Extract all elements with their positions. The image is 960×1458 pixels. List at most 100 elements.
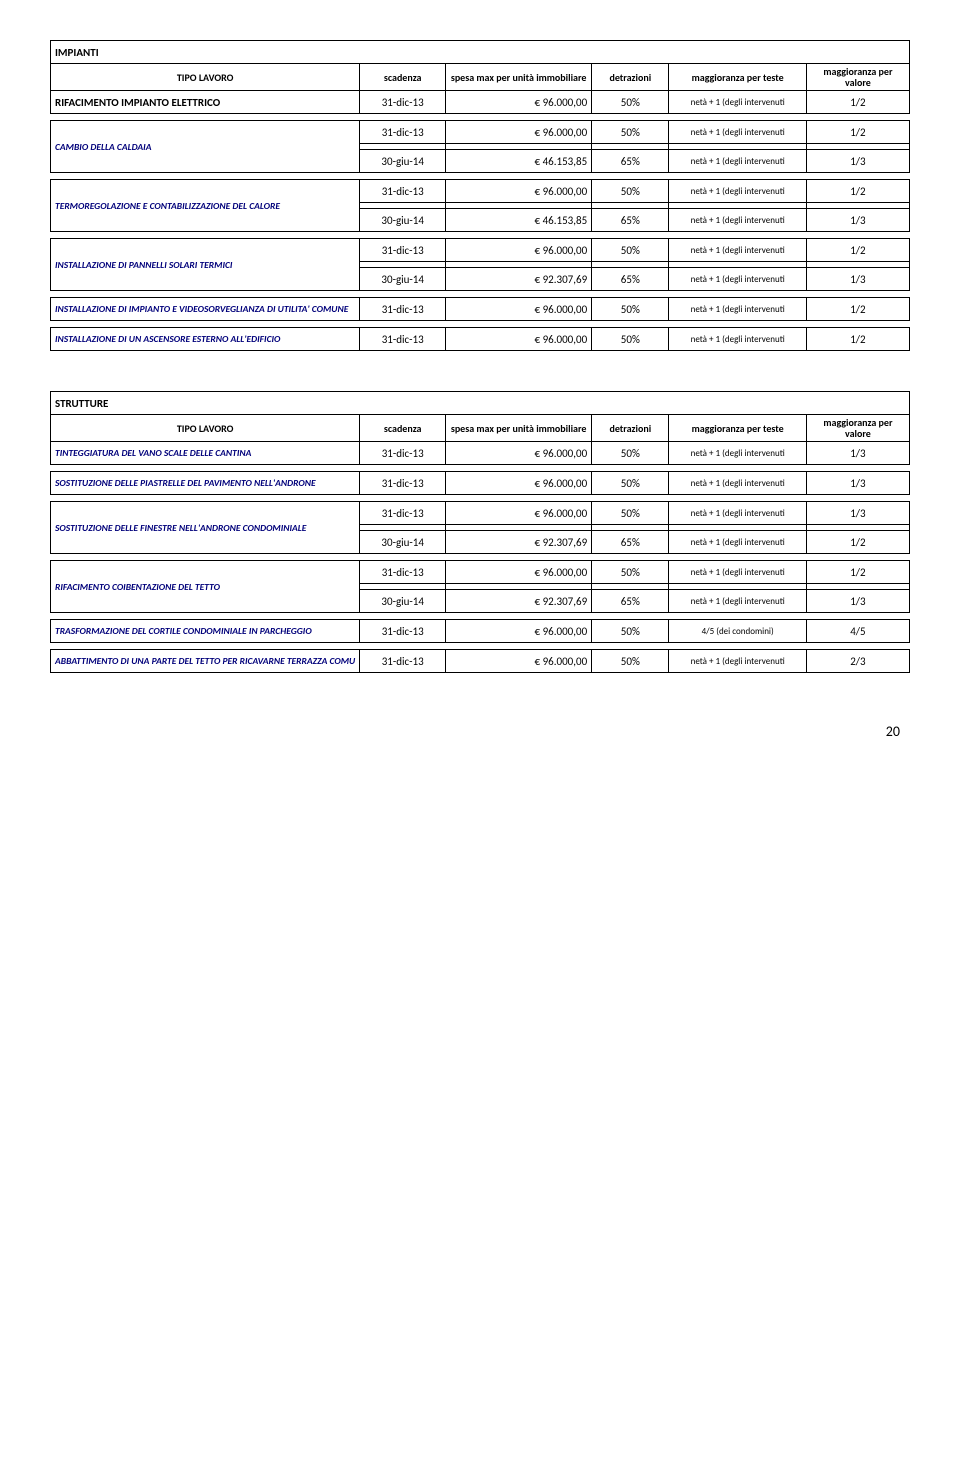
cell-teste: netà + 1 (degli intervenuti: [669, 502, 806, 525]
hdr-detrazioni: detrazioni: [592, 415, 669, 442]
cell-teste: netà + 1 (degli intervenuti: [669, 442, 806, 465]
cell-scadenza: 31-dic-13: [360, 239, 446, 262]
cell-scadenza: 31-dic-13: [360, 620, 446, 643]
cell-teste: netà + 1 (degli intervenuti: [669, 590, 806, 613]
cell-detrazioni: 50%: [592, 620, 669, 643]
cell-spesa: € 46.153,85: [446, 209, 592, 232]
hdr-spesa: spesa max per unità immobiliare: [446, 415, 592, 442]
cell-spesa: € 96.000,00: [446, 620, 592, 643]
cell-detrazioni: 65%: [592, 590, 669, 613]
cell-scadenza: 31-dic-13: [360, 502, 446, 525]
cell-scadenza: 31-dic-13: [360, 91, 446, 114]
cell-valore: 4/5: [806, 620, 909, 643]
cell-spesa: € 96.000,00: [446, 298, 592, 321]
cell-detrazioni: 50%: [592, 239, 669, 262]
hdr-tipo-lavoro: TIPO LAVORO: [51, 415, 360, 442]
cell-teste: netà + 1 (degli intervenuti: [669, 180, 806, 203]
cell-spesa: € 96.000,00: [446, 502, 592, 525]
work-label: INSTALLAZIONE DI IMPIANTO E VIDEOSORVEGL…: [51, 298, 360, 321]
work-label: TINTEGGIATURA DEL VANO SCALE DELLE CANTI…: [51, 442, 360, 465]
work-label: CAMBIO DELLA CALDAIA: [51, 121, 360, 173]
cell-scadenza: 30-giu-14: [360, 590, 446, 613]
cell-teste: netà + 1 (degli intervenuti: [669, 561, 806, 584]
hdr-magg-teste: maggioranza per teste: [669, 415, 806, 442]
cell-valore: 1/3: [806, 442, 909, 465]
cell-teste: 4/5 (dei condomini): [669, 620, 806, 643]
cell-teste: netà + 1 (degli intervenuti: [669, 268, 806, 291]
cell-valore: 1/2: [806, 121, 909, 144]
cell-scadenza: 31-dic-13: [360, 650, 446, 673]
work-label: RIFACIMENTO COIBENTAZIONE DEL TETTO: [51, 561, 360, 613]
cell-valore: 1/3: [806, 209, 909, 232]
cell-spesa: € 96.000,00: [446, 650, 592, 673]
cell-detrazioni: 50%: [592, 502, 669, 525]
hdr-scadenza: scadenza: [360, 64, 446, 91]
hdr-detrazioni: detrazioni: [592, 64, 669, 91]
cell-valore: 1/2: [806, 561, 909, 584]
cell-spesa: € 46.153,85: [446, 150, 592, 173]
cell-valore: 1/3: [806, 150, 909, 173]
impianti-section: IMPIANTITIPO LAVOROscadenzaspesa max per…: [50, 40, 910, 351]
cell-detrazioni: 65%: [592, 268, 669, 291]
cell-spesa: € 96.000,00: [446, 180, 592, 203]
cell-valore: 1/3: [806, 590, 909, 613]
section-title: STRUTTURE: [51, 392, 910, 415]
cell-scadenza: 30-giu-14: [360, 268, 446, 291]
cell-teste: netà + 1 (degli intervenuti: [669, 650, 806, 673]
cell-spesa: € 96.000,00: [446, 328, 592, 351]
cell-spesa: € 96.000,00: [446, 442, 592, 465]
cell-scadenza: 31-dic-13: [360, 180, 446, 203]
cell-spesa: € 96.000,00: [446, 91, 592, 114]
section-title: IMPIANTI: [51, 41, 910, 64]
work-label: RIFACIMENTO IMPIANTO ELETTRICO: [51, 91, 360, 114]
cell-valore: 1/2: [806, 328, 909, 351]
cell-scadenza: 31-dic-13: [360, 328, 446, 351]
cell-valore: 1/2: [806, 239, 909, 262]
cell-spesa: € 96.000,00: [446, 472, 592, 495]
cell-detrazioni: 50%: [592, 91, 669, 114]
hdr-spesa: spesa max per unità immobiliare: [446, 64, 592, 91]
cell-teste: netà + 1 (degli intervenuti: [669, 121, 806, 144]
cell-teste: netà + 1 (degli intervenuti: [669, 91, 806, 114]
cell-scadenza: 30-giu-14: [360, 531, 446, 554]
work-label: ABBATTIMENTO DI UNA PARTE DEL TETTO PER …: [51, 650, 360, 673]
cell-spesa: € 96.000,00: [446, 121, 592, 144]
cell-detrazioni: 50%: [592, 561, 669, 584]
page-number: 20: [50, 723, 910, 740]
cell-valore: 1/2: [806, 298, 909, 321]
cell-detrazioni: 50%: [592, 180, 669, 203]
cell-valore: 1/2: [806, 180, 909, 203]
cell-valore: 1/2: [806, 91, 909, 114]
cell-spesa: € 96.000,00: [446, 239, 592, 262]
work-label: INSTALLAZIONE DI PANNELLI SOLARI TERMICI: [51, 239, 360, 291]
cell-valore: 1/3: [806, 502, 909, 525]
cell-valore: 1/3: [806, 472, 909, 495]
cell-spesa: € 96.000,00: [446, 561, 592, 584]
cell-teste: netà + 1 (degli intervenuti: [669, 328, 806, 351]
cell-valore: 2/3: [806, 650, 909, 673]
cell-scadenza: 31-dic-13: [360, 298, 446, 321]
cell-detrazioni: 50%: [592, 328, 669, 351]
cell-scadenza: 30-giu-14: [360, 209, 446, 232]
hdr-magg-valore: maggioranza per valore: [806, 415, 909, 442]
cell-scadenza: 31-dic-13: [360, 472, 446, 495]
cell-detrazioni: 50%: [592, 298, 669, 321]
cell-scadenza: 31-dic-13: [360, 442, 446, 465]
cell-teste: netà + 1 (degli intervenuti: [669, 298, 806, 321]
cell-spesa: € 92.307,69: [446, 531, 592, 554]
cell-spesa: € 92.307,69: [446, 268, 592, 291]
cell-teste: netà + 1 (degli intervenuti: [669, 531, 806, 554]
cell-detrazioni: 50%: [592, 650, 669, 673]
strutture-table: STRUTTURETIPO LAVOROscadenzaspesa max pe…: [50, 391, 910, 673]
work-label: INSTALLAZIONE DI UN ASCENSORE ESTERNO AL…: [51, 328, 360, 351]
cell-scadenza: 30-giu-14: [360, 150, 446, 173]
cell-teste: netà + 1 (degli intervenuti: [669, 472, 806, 495]
work-label: SOSTITUZIONE DELLE PIASTRELLE DEL PAVIME…: [51, 472, 360, 495]
work-label: TRASFORMAZIONE DEL CORTILE CONDOMINIALE …: [51, 620, 360, 643]
cell-detrazioni: 50%: [592, 472, 669, 495]
cell-detrazioni: 65%: [592, 150, 669, 173]
cell-teste: netà + 1 (degli intervenuti: [669, 150, 806, 173]
hdr-scadenza: scadenza: [360, 415, 446, 442]
cell-detrazioni: 65%: [592, 531, 669, 554]
hdr-magg-teste: maggioranza per teste: [669, 64, 806, 91]
